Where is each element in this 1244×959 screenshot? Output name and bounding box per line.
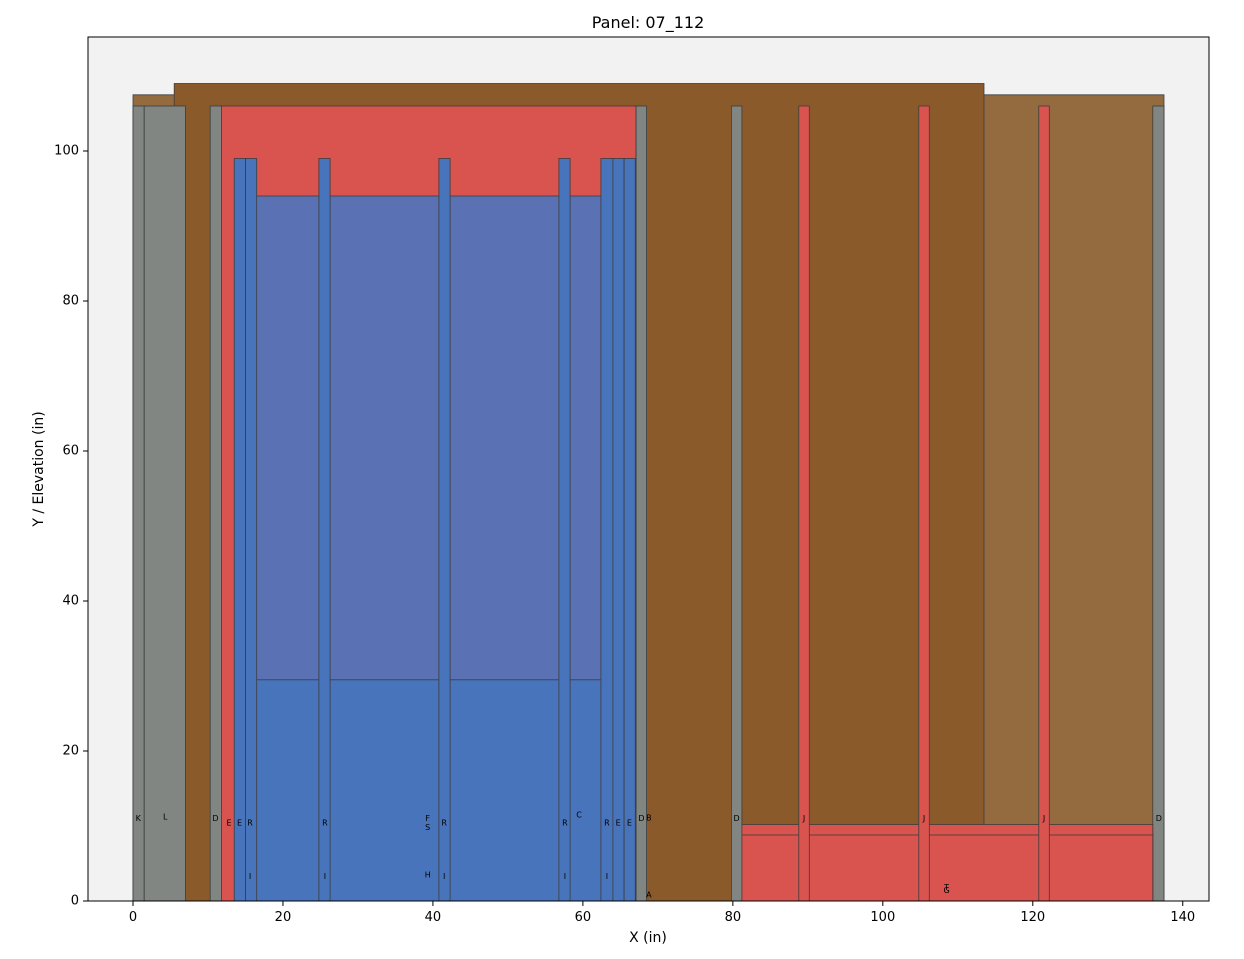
panel-rect-10	[600, 158, 614, 902]
annotation-label-29: T	[943, 883, 949, 892]
y-axis-title: Y / Elevation (in)	[31, 411, 47, 527]
x-tick-label-1: 20	[275, 910, 292, 925]
y-axis-ticks: 0 20 40 60 80 100	[54, 144, 88, 909]
panel-rect-5	[233, 158, 246, 902]
annotation-label-20: E	[627, 819, 632, 828]
annotation-label-12: H	[425, 870, 431, 879]
panel-rect-18	[1152, 105, 1165, 902]
panel-rect-6	[245, 158, 258, 902]
panel-rect-17	[731, 105, 743, 902]
panel-rect-22	[918, 105, 930, 902]
panel-rect-14	[143, 105, 186, 902]
annotation-label-13: I	[443, 872, 445, 881]
annotation-label-30: G	[943, 886, 949, 895]
y-tick-label-2: 40	[62, 594, 79, 609]
y-tick-label-1: 20	[62, 744, 79, 759]
chart-title: Panel: 07_112	[592, 13, 705, 33]
annotation-label-19: E	[616, 819, 621, 828]
annotation-label-25: J	[802, 814, 805, 823]
panel-rect-23	[1038, 105, 1050, 902]
annotation-label-28: D	[1156, 814, 1162, 823]
annotation-label-7: I	[249, 872, 251, 881]
panel-rect-11	[612, 158, 625, 902]
panel-rect-12	[623, 158, 636, 902]
y-tick-label-5: 100	[54, 144, 79, 159]
panel-rect-16	[635, 105, 647, 902]
annotation-label-18: I	[606, 872, 608, 881]
annotation-label-24: D	[734, 814, 740, 823]
x-axis-ticks: 0 20 40 60 80 100 120 140	[129, 901, 1195, 925]
annotation-label-1: L	[163, 813, 168, 822]
annotation-label-4: E	[237, 819, 242, 828]
annotation-label-15: I	[564, 872, 566, 881]
annotation-label-26: J	[922, 814, 925, 823]
x-tick-label-4: 80	[725, 910, 742, 925]
annotation-label-9: F	[425, 814, 430, 823]
annotation-label-3: E	[226, 819, 231, 828]
x-tick-label-3: 60	[575, 910, 592, 925]
x-tick-label-0: 0	[129, 910, 137, 925]
annotation-label-2: D	[212, 814, 218, 823]
annotation-label-17: R	[604, 819, 610, 828]
x-tick-label-7: 140	[1170, 910, 1195, 925]
rectangle-layer	[132, 83, 1165, 902]
y-tick-label-4: 80	[62, 294, 79, 309]
plot-frame	[87, 36, 1210, 902]
annotation-label-23: A	[646, 891, 652, 900]
x-tick-label-5: 100	[870, 910, 895, 925]
panel-rect-7	[318, 158, 331, 902]
annotation-label-16: C	[576, 810, 582, 819]
panel-rect-13	[132, 105, 145, 902]
panel-rect-15	[209, 105, 222, 902]
panel-rect-8	[438, 158, 451, 902]
y-tick-label-0: 0	[71, 894, 79, 909]
annotation-label-8: I	[324, 872, 326, 881]
annotation-label-0: K	[136, 814, 142, 823]
panel-rect-9	[558, 158, 571, 902]
panel-rect-21	[798, 105, 810, 902]
annotation-label-27: J	[1042, 814, 1045, 823]
annotation-label-5: R	[247, 819, 253, 828]
annotation-label-21: D	[638, 814, 644, 823]
annotation-label-10: S	[425, 823, 430, 832]
annotation-label-22: B	[646, 813, 652, 822]
x-tick-label-6: 120	[1020, 910, 1045, 925]
panel-rect-4	[254, 679, 604, 902]
y-tick-label-3: 60	[62, 444, 79, 459]
x-axis-title: X (in)	[629, 930, 667, 946]
x-tick-label-2: 40	[425, 910, 442, 925]
annotation-label-11: R	[441, 819, 447, 828]
annotation-label-14: R	[562, 819, 568, 828]
annotation-label-6: R	[322, 819, 328, 828]
